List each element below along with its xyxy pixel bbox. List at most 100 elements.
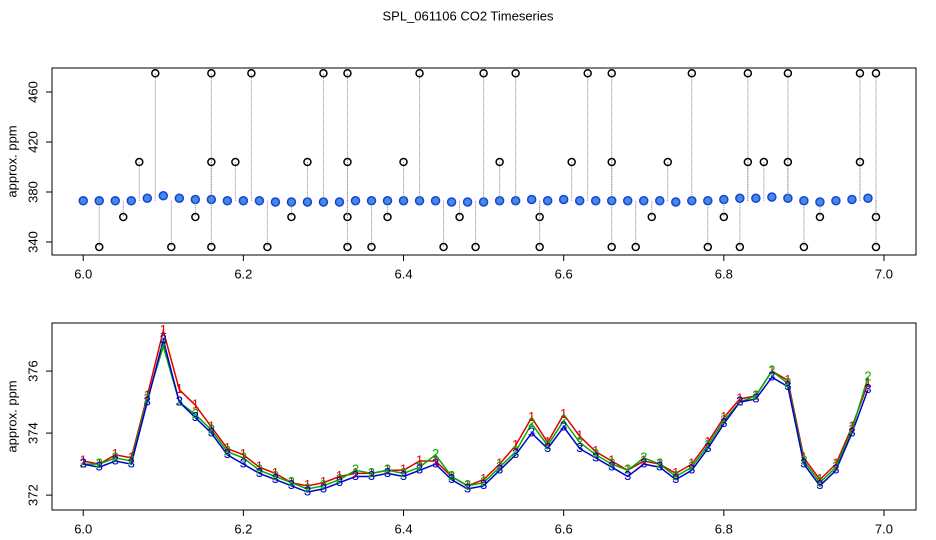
outlier-point [687,69,697,78]
x-tick-label: 6.4 [394,521,412,536]
point-marker: 1 [400,462,407,477]
outlier-point [367,242,376,252]
point [478,197,489,207]
point-marker: 1 [224,440,231,455]
point-marker: 3 [192,409,199,424]
point-marker: 2 [752,387,759,402]
series-line [83,327,869,487]
point-marker: 3 [288,477,295,492]
point-marker: 1 [416,452,423,467]
point-marker: 1 [752,387,759,402]
outlier-point [855,69,865,78]
point-marker: 3 [80,456,87,471]
point-marker: 2 [96,456,103,471]
outlier-point [783,69,793,78]
point-marker: 3 [848,425,855,440]
y-axis-label: approx. ppm [4,125,19,197]
point-marker: 1 [144,387,151,402]
point-marker: 1 [160,322,167,337]
outlier-point [119,212,128,222]
point-marker: 3 [720,415,727,430]
point-marker: 1 [96,456,103,471]
point [671,197,681,207]
point-marker: 2 [736,394,743,409]
point-marker: 3 [464,480,471,495]
plot-frame [51,322,917,511]
outlier-point [383,212,392,222]
outlier-point [263,242,272,252]
x-tick-label: 6.2 [234,266,252,281]
outlier-point [94,242,104,252]
point [574,196,585,206]
point [462,197,473,207]
point-marker: 3 [592,449,599,464]
point-marker: 3 [432,456,439,471]
point-marker: 2 [112,449,119,464]
point-marker: 2 [480,474,487,489]
point-marker: 3 [496,462,503,477]
point-marker: 1 [544,434,551,449]
point-marker: 1 [528,409,535,424]
point-marker: 2 [576,434,583,449]
point-marker: 3 [176,394,183,409]
point-marker: 2 [640,449,647,464]
y-tick-label: 460 [25,81,40,103]
point-marker: 1 [608,452,615,467]
point-marker: 1 [288,474,295,489]
outlier-point [607,242,616,252]
point-marker: 3 [320,480,327,495]
point-marker: 3 [608,459,615,474]
point-marker: 1 [448,468,455,483]
point-marker: 1 [512,437,519,452]
point-marker: 2 [816,474,823,489]
outlier-point [631,242,640,252]
outlier-point [343,157,352,167]
outlier-point [567,157,576,167]
point-marker: 3 [384,465,391,480]
outlier-point [343,242,352,252]
point [302,197,313,207]
outlier-point [663,157,673,167]
point [430,196,441,206]
point-marker: 3 [624,468,631,483]
point-marker: 2 [224,443,231,458]
point [735,193,745,203]
point [751,193,761,203]
outlier-point [703,242,713,252]
point-marker: 1 [304,477,311,492]
point [286,197,297,207]
point-marker: 3 [560,418,567,433]
series-line [83,343,869,490]
point [767,192,777,202]
outlier-point [871,69,881,78]
point-marker: 2 [512,443,519,458]
point-marker: 3 [480,477,487,492]
point-marker: 1 [352,465,359,480]
outlier-point [743,69,753,78]
point-marker: 3 [544,440,551,455]
point [526,194,537,205]
point [638,196,649,206]
point [622,196,633,206]
outlier-point [399,157,408,167]
point-marker: 1 [672,465,679,480]
point [831,196,841,206]
outlier-point [855,157,865,167]
point-marker: 3 [304,483,311,498]
point [142,193,153,203]
point-marker: 3 [736,394,743,409]
point-marker: 2 [560,412,567,427]
point [270,197,281,207]
outlier-point [135,157,144,167]
point-marker: 2 [432,446,439,461]
y-tick-label: 374 [25,422,40,444]
point-marker: 1 [800,449,807,464]
point [847,194,857,205]
point-marker: 1 [320,474,327,489]
point-marker: 2 [608,456,615,471]
y-tick-label: 372 [25,484,40,506]
point-marker: 1 [128,449,135,464]
outlier-point [583,69,592,78]
point-marker: 3 [352,468,359,483]
